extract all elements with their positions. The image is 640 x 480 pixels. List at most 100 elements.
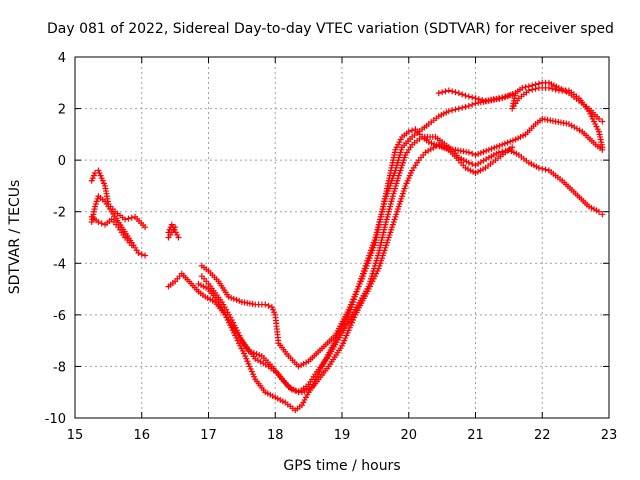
data-point xyxy=(509,137,516,144)
x-tick-labels: 15 16 17 18 19 20 21 22 23 xyxy=(67,428,618,443)
data-point xyxy=(595,115,602,122)
data-point xyxy=(542,166,549,173)
data-point xyxy=(477,149,484,156)
data-point xyxy=(488,145,495,152)
data-point xyxy=(495,149,502,156)
data-point xyxy=(519,84,526,91)
data-point xyxy=(138,251,145,258)
data-point xyxy=(225,293,232,300)
y-tick-label: -4 xyxy=(53,257,66,272)
axis-ticks xyxy=(74,56,610,419)
data-point xyxy=(409,127,416,134)
data-point xyxy=(135,249,142,256)
data-point xyxy=(233,296,240,303)
data-point xyxy=(262,301,269,308)
data-point xyxy=(459,104,466,111)
data-point xyxy=(509,144,516,151)
data-point xyxy=(529,86,536,93)
data-point xyxy=(125,215,132,222)
x-tick-label: 20 xyxy=(400,428,417,443)
data-point xyxy=(469,101,476,108)
data-point xyxy=(549,85,556,92)
data-point xyxy=(288,386,295,393)
data-point xyxy=(292,387,299,394)
data-point xyxy=(256,352,263,359)
series-track-3 xyxy=(88,141,516,414)
data-point xyxy=(499,148,506,155)
x-tick-label: 22 xyxy=(534,428,551,443)
data-point xyxy=(128,242,135,249)
data-point xyxy=(493,143,500,150)
data-point xyxy=(502,93,509,100)
data-point xyxy=(499,94,506,101)
data-point xyxy=(496,142,503,149)
data-point xyxy=(472,95,479,102)
data-point xyxy=(95,219,102,226)
data-point xyxy=(475,150,482,157)
x-tick-label: 15 xyxy=(67,428,84,443)
data-point xyxy=(522,84,529,91)
data-point xyxy=(462,92,469,99)
data-point xyxy=(599,144,606,151)
data-point xyxy=(449,107,456,114)
y-tick-label: 4 xyxy=(58,51,66,66)
data-point xyxy=(507,138,514,145)
y-tick-label: -6 xyxy=(53,309,66,324)
data-point xyxy=(595,208,602,215)
x-tick-label: 16 xyxy=(133,428,150,443)
data-point xyxy=(505,92,512,99)
data-point xyxy=(253,351,260,358)
data-point xyxy=(539,165,546,172)
data-point xyxy=(230,295,237,302)
series-track-4 xyxy=(195,79,606,396)
data-point xyxy=(175,234,182,241)
data-point xyxy=(495,95,502,102)
data-point xyxy=(525,87,532,94)
y-tick-label: -8 xyxy=(53,360,66,375)
data-point xyxy=(465,102,472,109)
data-point xyxy=(455,90,462,97)
data-point xyxy=(425,139,432,146)
data-point xyxy=(439,89,446,96)
data-point xyxy=(462,103,469,110)
x-tick-label: 19 xyxy=(334,428,351,443)
data-point xyxy=(122,216,129,223)
data-point xyxy=(465,93,472,100)
data-point xyxy=(472,151,479,158)
data-point xyxy=(295,388,302,395)
data-point xyxy=(142,224,149,231)
data-point xyxy=(236,297,243,304)
data-point xyxy=(455,105,462,112)
x-tick-label: 17 xyxy=(200,428,217,443)
data-point xyxy=(509,91,516,98)
data-point xyxy=(142,252,149,259)
data-point xyxy=(128,214,135,221)
data-point xyxy=(465,159,472,166)
data-point xyxy=(428,140,435,147)
data-point xyxy=(459,91,466,98)
data-point xyxy=(545,84,552,91)
data-point xyxy=(172,224,179,231)
x-tick-label: 23 xyxy=(601,428,618,443)
data-point xyxy=(449,88,456,95)
y-tick-label: -10 xyxy=(45,412,66,427)
data-point xyxy=(504,139,511,146)
data-point xyxy=(469,161,476,168)
data-point xyxy=(405,128,412,135)
data-point xyxy=(491,144,498,151)
data-point xyxy=(228,294,235,301)
y-axis-label: SDTVAR / TECUs xyxy=(7,180,23,295)
data-point xyxy=(245,347,252,354)
data-point xyxy=(475,96,482,103)
data-point xyxy=(483,147,490,154)
series-track-5 xyxy=(435,84,606,151)
x-tick-label: 21 xyxy=(467,428,484,443)
data-point xyxy=(535,164,542,171)
data-point xyxy=(599,211,606,218)
data-point xyxy=(465,149,472,156)
data-point xyxy=(501,140,508,147)
chart-title: Day 081 of 2022, Sidereal Day-to-day VTE… xyxy=(47,21,614,37)
data-point xyxy=(552,86,559,93)
grid-lines xyxy=(75,57,609,418)
